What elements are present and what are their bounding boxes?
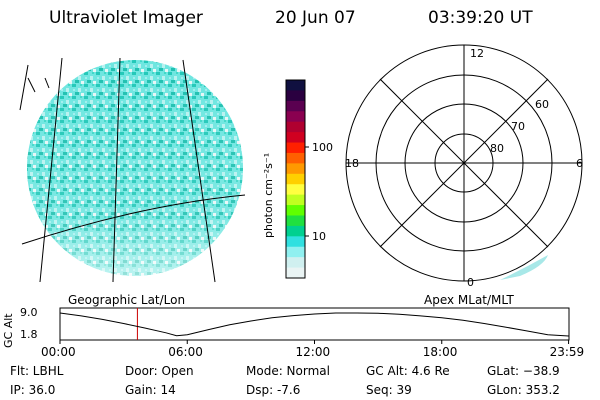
colorbar-segment	[286, 90, 305, 102]
colorbar-segment	[286, 246, 305, 258]
info-filter: Flt: LBHL	[10, 364, 64, 378]
colorbar-segment	[286, 132, 305, 144]
x-tick-label: 18:00	[422, 345, 458, 359]
colorbar-segment	[286, 225, 305, 237]
info-ip: IP: 36.0	[10, 383, 56, 397]
lat-label-70: 70	[511, 120, 525, 133]
colorbar-segment	[286, 205, 305, 217]
apex-label: Apex MLat/MLT	[424, 293, 514, 307]
observation-date: 20 Jun 07	[275, 8, 356, 28]
colorbar-segment	[286, 236, 305, 248]
x-tick-label: 23:59	[549, 345, 585, 359]
x-tick-label: 06:00	[168, 345, 203, 359]
colorbar-segment	[286, 163, 305, 175]
lat-label-60: 60	[535, 98, 549, 111]
geographic-label: Geographic Lat/Lon	[68, 293, 186, 307]
colorbar-segment	[286, 121, 305, 133]
colorbar-segment	[286, 194, 305, 206]
colorbar-segment	[286, 142, 305, 154]
mlt-label-6: 6	[576, 157, 583, 170]
colorbar-segment	[286, 111, 305, 123]
x-tick-label: 12:00	[295, 345, 331, 359]
info-glon: GLon: 353.2	[487, 383, 560, 397]
colorbar-segment	[286, 267, 305, 279]
colorbar-segment	[286, 152, 305, 164]
y-axis-label: GC Alt	[2, 313, 15, 348]
y-tick-1-8: 1.8	[20, 328, 38, 341]
mlt-label-0: 0	[467, 276, 474, 289]
geo-grid-lines	[19, 57, 246, 283]
colorbar-tick-100: 100	[312, 141, 333, 154]
info-glat: GLat: −38.9	[487, 364, 560, 378]
colorbar-tick-10: 10	[312, 230, 326, 243]
info-door: Door: Open	[125, 364, 194, 378]
info-mode: Mode: Normal	[246, 364, 330, 378]
observation-time: 03:39:20 UT	[428, 8, 533, 28]
instrument-title: Ultraviolet Imager	[49, 8, 203, 28]
y-tick-9: 9.0	[20, 306, 38, 319]
mlt-label-12: 12	[470, 47, 484, 60]
x-tick-label: 00:00	[41, 345, 76, 359]
colorbar-segment	[286, 173, 305, 185]
info-seq: Seq: 39	[366, 383, 412, 397]
info-dsp: Dsp: -7.6	[246, 383, 301, 397]
colorbar-segment	[286, 257, 305, 269]
colorbar-segment	[286, 80, 305, 92]
info-gc-alt: GC Alt: 4.6 Re	[366, 364, 450, 378]
altitude-series-line	[59, 312, 569, 337]
info-gain: Gain: 14	[125, 383, 176, 397]
colorbar-segment	[286, 215, 305, 227]
colorbar-segment	[286, 100, 305, 112]
lat-label-80: 80	[490, 142, 504, 155]
mlt-label-18: 18	[345, 157, 359, 170]
colorbar-segment	[286, 184, 305, 196]
